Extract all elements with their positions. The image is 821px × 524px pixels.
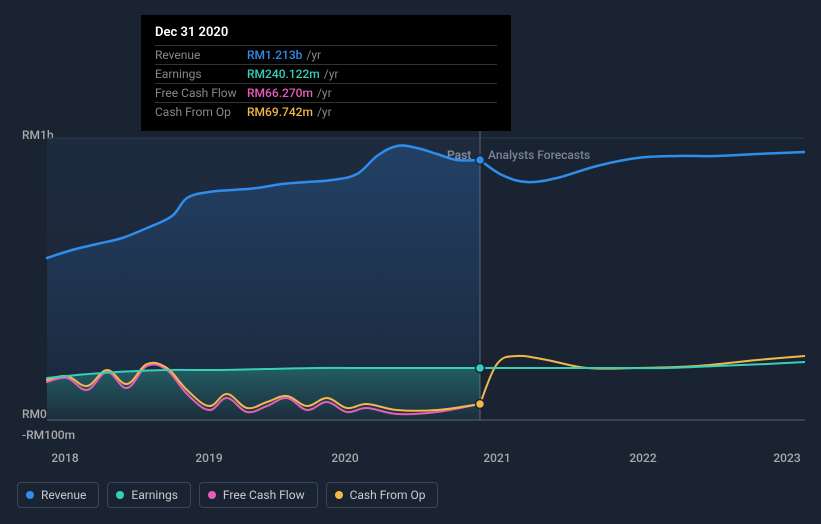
tooltip-unit: /yr [324, 67, 339, 81]
legend-label: Cash From Op [350, 488, 426, 502]
tooltip-unit: /yr [306, 48, 321, 62]
legend-dot-icon [26, 491, 34, 499]
x-axis-label: 2022 [629, 451, 656, 465]
tooltip-date: Dec 31 2020 [155, 25, 497, 40]
legend-item[interactable]: Earnings [107, 482, 191, 508]
tooltip-unit: /yr [317, 105, 332, 119]
legend-item[interactable]: Free Cash Flow [199, 482, 318, 508]
legend-dot-icon [116, 491, 124, 499]
x-axis-label: 2018 [51, 451, 78, 465]
tooltip-value: RM66.270m [247, 86, 313, 100]
tooltip-label: Earnings [155, 67, 247, 81]
chart-area[interactable] [17, 120, 805, 450]
legend: Revenue Earnings Free Cash Flow Cash From O… [17, 482, 438, 508]
legend-label: Free Cash Flow [223, 488, 305, 502]
legend-item[interactable]: Cash From Op [326, 482, 439, 508]
tooltip-row: EarningsRM240.122m/yr [155, 64, 497, 83]
x-axis-label: 2023 [773, 451, 800, 465]
tooltip-value: RM69.742m [247, 105, 313, 119]
x-axis-label: 2020 [331, 451, 358, 465]
tooltip-row: Cash From OpRM69.742m/yr [155, 102, 497, 121]
legend-dot-icon [208, 491, 216, 499]
tooltip-value: RM240.122m [247, 67, 320, 81]
legend-label: Earnings [131, 488, 178, 502]
legend-item[interactable]: Revenue [17, 482, 99, 508]
legend-dot-icon [335, 491, 343, 499]
tooltip-label: Revenue [155, 48, 247, 62]
tooltip-label: Free Cash Flow [155, 86, 247, 100]
tooltip-value: RM1.213b [247, 48, 302, 62]
tooltip-row: Free Cash FlowRM66.270m/yr [155, 83, 497, 102]
tooltip-unit: /yr [317, 86, 332, 100]
tooltip-row: RevenueRM1.213b/yr [155, 45, 497, 64]
tooltip-label: Cash From Op [155, 105, 247, 119]
legend-label: Revenue [41, 488, 86, 502]
x-axis-label: 2021 [483, 451, 510, 465]
tooltip-box: Dec 31 2020 RevenueRM1.213b/yrEarningsRM… [141, 15, 511, 131]
x-axis-label: 2019 [195, 451, 222, 465]
